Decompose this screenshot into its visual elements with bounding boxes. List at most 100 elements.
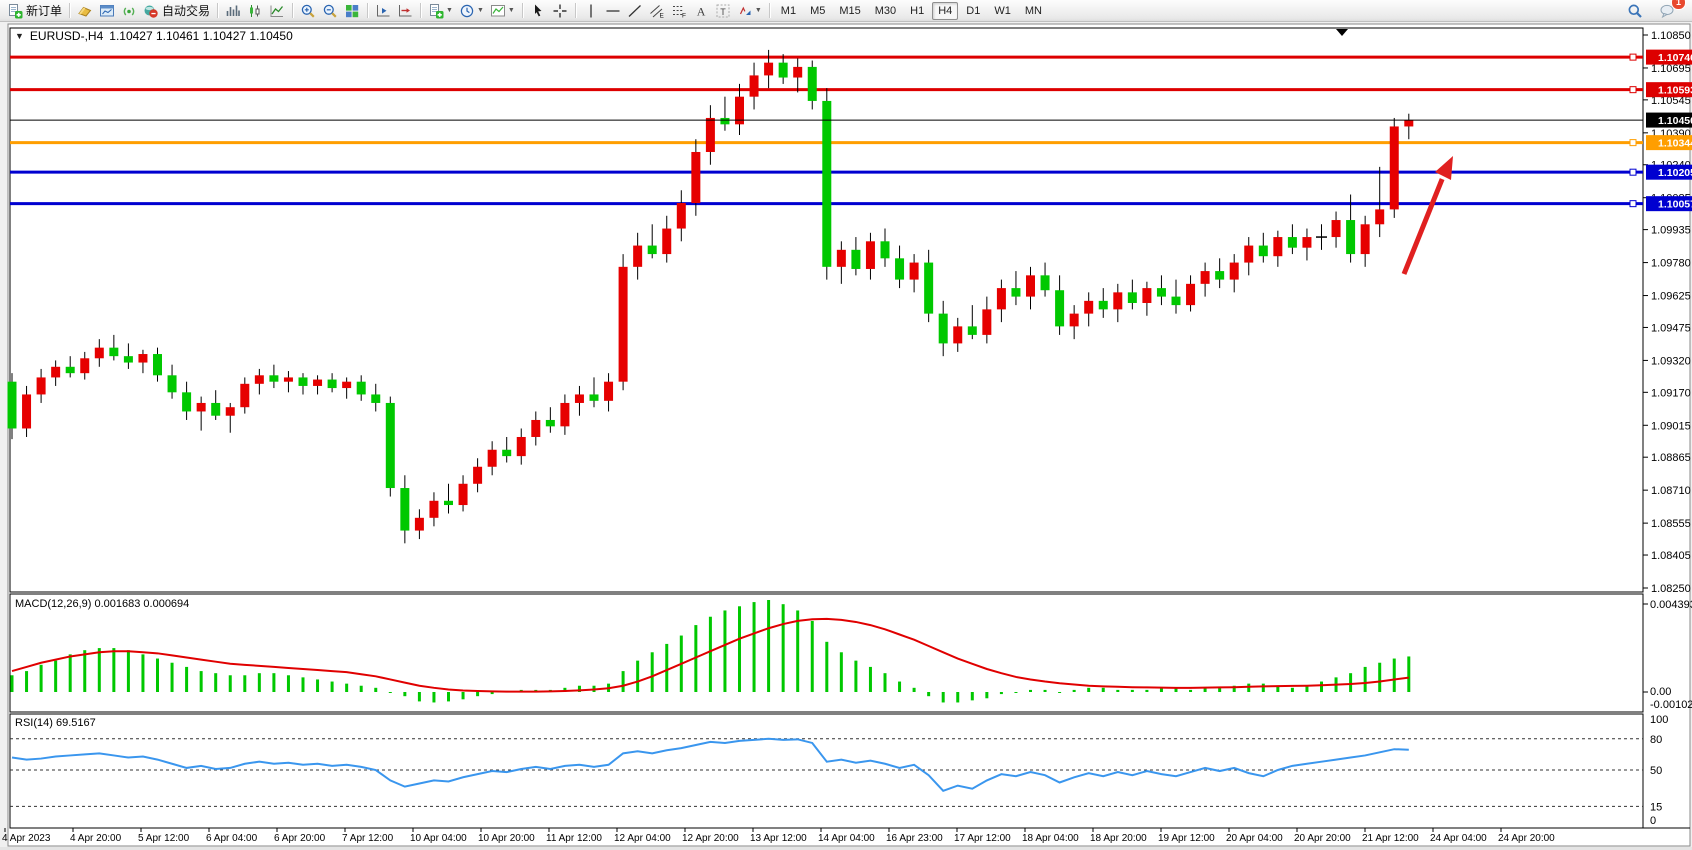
- up-candle: [36, 377, 46, 395]
- down-candle: [7, 381, 17, 429]
- arrows-tool-icon: [737, 3, 753, 19]
- up-candle: [735, 96, 744, 125]
- zoom-in-button[interactable]: [297, 1, 319, 21]
- indicators-button[interactable]: ▼: [425, 1, 456, 21]
- down-candle: [1258, 245, 1268, 257]
- up-candle: [676, 203, 686, 229]
- timeframe-W1-button[interactable]: W1: [994, 4, 1011, 17]
- down-candle: [109, 347, 119, 357]
- svg-text:1.10450: 1.10450: [1658, 115, 1692, 127]
- down-candle: [211, 402, 221, 416]
- up-candle: [487, 449, 497, 467]
- up-candle: [953, 326, 963, 344]
- trend-line-tool[interactable]: [624, 1, 646, 21]
- new-order-button[interactable]: 新订单: [4, 1, 65, 21]
- zoom-out-button[interactable]: [319, 1, 341, 21]
- equidistant-channel-tool[interactable]: E: [646, 1, 668, 21]
- timeframe-M5-button[interactable]: M5: [810, 4, 826, 17]
- time-tick-label: 20 Apr 20:00: [1294, 833, 1351, 844]
- timeframe-M15-button[interactable]: M15: [839, 4, 861, 17]
- timeframe-H4-button[interactable]: H4: [932, 1, 959, 20]
- timeframe-M30-button[interactable]: M30: [874, 4, 897, 17]
- notifications-button[interactable]: 1: [1656, 0, 1686, 21]
- text-label-tool[interactable]: T: [712, 1, 734, 21]
- time-axis[interactable]: 4 Apr 2023 4 Apr 20:00 5 Apr 12:00 6 Apr 04…: [2, 828, 1555, 844]
- chart-shift-button-icon: [397, 3, 413, 19]
- resistance-line-1[interactable]: [10, 53, 1643, 61]
- up-candle: [531, 419, 541, 437]
- svg-text:1.10593: 1.10593: [1658, 85, 1692, 97]
- timeframe-D1-button[interactable]: D1: [966, 4, 981, 17]
- toolbar-separator: [768, 3, 770, 18]
- up-candle: [313, 379, 323, 386]
- toolbar-separator: [367, 3, 369, 18]
- up-candle: [793, 66, 803, 78]
- cursor-tool-button[interactable]: [527, 1, 549, 21]
- timeframe-MN-button[interactable]: MN: [1024, 4, 1042, 17]
- chart-shift-marker-icon[interactable]: [1336, 29, 1348, 36]
- data-window-button[interactable]: [96, 1, 118, 21]
- trend-arrow-annotation[interactable]: [1401, 156, 1453, 275]
- up-candle: [1026, 275, 1035, 297]
- text-tool[interactable]: A: [690, 1, 712, 21]
- time-tick-label: 16 Apr 23:00: [886, 833, 943, 844]
- down-candle: [880, 241, 890, 259]
- chart-shift-button[interactable]: [394, 1, 416, 21]
- down-candle: [502, 449, 512, 457]
- down-candle: [851, 249, 861, 269]
- down-candle: [444, 500, 453, 506]
- up-candle: [94, 347, 104, 359]
- candle-chart-mode-button[interactable]: [244, 1, 266, 21]
- svg-text:1.10057: 1.10057: [1658, 199, 1692, 211]
- time-tick-label: 12 Apr 20:00: [682, 833, 739, 844]
- up-candle: [996, 288, 1006, 310]
- collapse-arrow-icon[interactable]: ▼: [15, 31, 24, 41]
- timeframe-M1-button[interactable]: M1: [780, 4, 797, 17]
- time-tick-label: 10 Apr 20:00: [478, 833, 535, 844]
- search-button[interactable]: [1624, 1, 1646, 21]
- horizontal-line-tool[interactable]: [602, 1, 624, 21]
- vertical-line-tool[interactable]: [580, 1, 602, 21]
- crosshair-tool-button[interactable]: [549, 1, 571, 21]
- auto-scroll-button[interactable]: [372, 1, 394, 21]
- price-badge: 1.10057: [1646, 196, 1692, 212]
- price-tick-label: 1.10850: [1651, 30, 1691, 42]
- up-candle: [574, 394, 584, 403]
- equidistant-channel-tool-icon: E: [649, 3, 665, 19]
- rsi-axis-label: 80: [1650, 734, 1662, 746]
- timeframe-H1-button[interactable]: H1: [910, 4, 925, 17]
- fibonacci-tool[interactable]: F: [668, 1, 690, 21]
- window-footer: [0, 847, 1692, 850]
- line-chart-mode-button[interactable]: [266, 1, 288, 21]
- up-candle: [836, 249, 846, 267]
- periods-button[interactable]: ▼: [456, 1, 487, 21]
- main-toolbar: 新订单 自动交易 ▼ ▼ ▼ E F A T ▼ M1 M5 M15 M30 H1 H4 D1 W1 MN 1: [0, 0, 1692, 22]
- up-candle: [473, 466, 483, 484]
- market-watch-button[interactable]: [74, 1, 96, 21]
- new-order-button-icon: [7, 3, 23, 19]
- up-candle: [1302, 237, 1312, 248]
- up-candle: [1375, 209, 1385, 225]
- up-candle: [342, 381, 352, 389]
- down-candle: [778, 62, 788, 78]
- rsi-panel[interactable]: [9, 713, 1644, 829]
- down-candle: [545, 419, 555, 427]
- zoom-out-button-icon: [322, 3, 338, 19]
- svg-text:T: T: [720, 6, 726, 16]
- auto-trading-button[interactable]: 自动交易: [140, 1, 213, 21]
- up-candle: [1200, 271, 1210, 284]
- templates-button[interactable]: ▼: [487, 1, 518, 21]
- price-tick-label: 1.09015: [1651, 420, 1691, 432]
- down-candle: [1171, 296, 1181, 306]
- macd-indicator-label: MACD(12,26,9) 0.001683 0.000694: [15, 598, 190, 610]
- signals-button[interactable]: [118, 1, 140, 21]
- arrows-tool[interactable]: ▼: [734, 1, 765, 21]
- price-tick-label: 1.09625: [1651, 291, 1691, 303]
- tile-windows-button[interactable]: [341, 1, 363, 21]
- price-tick-label: 1.08555: [1651, 518, 1691, 530]
- chat-icon: [1659, 3, 1675, 19]
- bar-chart-mode-button[interactable]: [222, 1, 244, 21]
- down-candle: [123, 356, 133, 363]
- price-tick-label: 1.09170: [1651, 387, 1691, 399]
